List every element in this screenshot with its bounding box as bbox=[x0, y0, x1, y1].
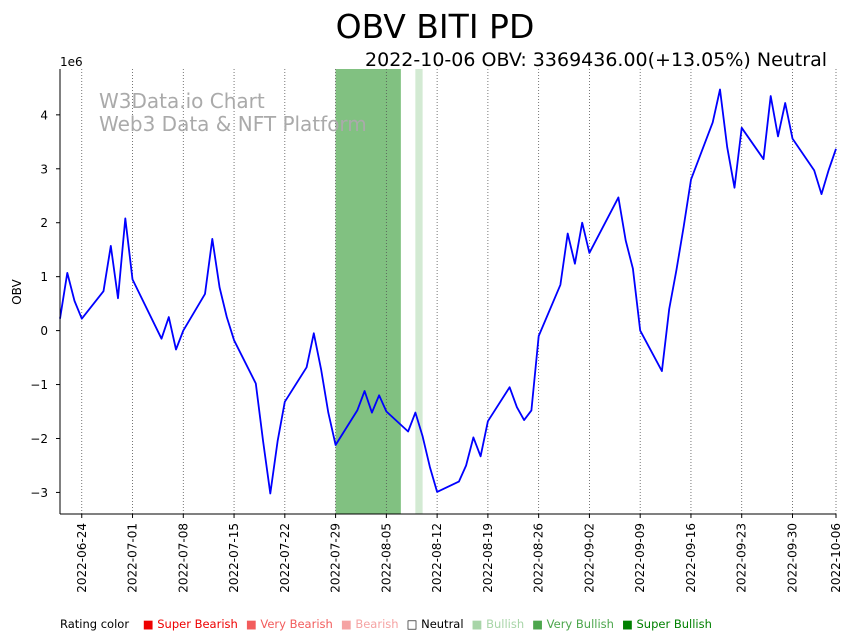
legend-label: Super Bearish bbox=[157, 617, 238, 631]
legend-label: Very Bearish bbox=[260, 617, 333, 631]
rating-region-1 bbox=[415, 69, 423, 514]
chart-title: OBV BITI PD bbox=[336, 7, 535, 46]
y-tick-label: −1 bbox=[30, 378, 48, 392]
x-tick-label: 2022-09-16 bbox=[684, 523, 698, 593]
x-tick-label: 2022-10-06 bbox=[829, 523, 843, 593]
y-tick-label: 3 bbox=[40, 162, 48, 176]
legend-swatch: ■ bbox=[471, 617, 487, 631]
y-tick-label: 2 bbox=[40, 216, 48, 230]
legend-item: □ Neutral bbox=[407, 617, 464, 631]
x-tick-label: 2022-09-02 bbox=[582, 523, 596, 593]
x-tick-label: 2022-07-15 bbox=[227, 523, 241, 593]
x-tick-label: 2022-08-19 bbox=[481, 523, 495, 593]
y-tick-label: −2 bbox=[30, 432, 48, 446]
legend-label: Bearish bbox=[355, 617, 399, 631]
rating-regions bbox=[335, 69, 423, 514]
legend-swatch: ■ bbox=[621, 617, 637, 631]
legend-label: Bullish bbox=[486, 617, 525, 631]
watermark-line-1: W3Data.io Chart bbox=[99, 89, 265, 113]
axes: 2022-06-24 2022-07-01 2022-07-08 2022-07-15… bbox=[30, 69, 843, 593]
y-tick-label: 1 bbox=[40, 270, 48, 284]
obv-line bbox=[59, 88, 837, 495]
watermark-line-2: Web3 Data & NFT Platform bbox=[99, 112, 367, 136]
rating-legend: Rating color ■ Super Bearish ■ Very Beari… bbox=[60, 617, 720, 631]
legend-label: Very Bullish bbox=[546, 617, 614, 631]
x-tick-label: 2022-09-30 bbox=[785, 523, 799, 593]
legend-swatch: ■ bbox=[142, 617, 158, 631]
legend-item: ■ Bearish bbox=[341, 617, 399, 631]
x-tick-label: 2022-06-24 bbox=[75, 523, 89, 593]
x-tick-label: 2022-09-09 bbox=[633, 523, 647, 593]
x-tick-label: 2022-07-08 bbox=[176, 523, 190, 593]
chart-subtitle: 2022-10-06 OBV: 3369436.00(+13.05%) Neut… bbox=[365, 49, 827, 71]
y-tick-label: 0 bbox=[40, 324, 48, 338]
x-tick-label: 2022-07-29 bbox=[329, 523, 343, 593]
legend-label: Super Bullish bbox=[636, 617, 712, 631]
legend-item: ■ Very Bearish bbox=[246, 617, 333, 631]
x-tick-label: 2022-08-12 bbox=[430, 523, 444, 593]
x-tick-label: 2022-08-26 bbox=[532, 523, 546, 593]
rating-region-0 bbox=[335, 69, 401, 514]
legend-swatch: □ bbox=[406, 617, 422, 631]
legend-swatch: ■ bbox=[532, 617, 547, 631]
legend-item: ■ Super Bullish bbox=[622, 617, 712, 631]
x-tick-label: 2022-07-22 bbox=[278, 523, 292, 593]
obv-series bbox=[59, 88, 837, 495]
legend-item: ■ Bullish bbox=[472, 617, 525, 631]
x-tick-label: 2022-07-01 bbox=[126, 523, 140, 593]
legend-title: Rating color bbox=[60, 617, 130, 631]
y-tick-label: 4 bbox=[40, 108, 48, 122]
legend-item: ■ Super Bearish bbox=[143, 617, 238, 631]
legend-swatch: ■ bbox=[245, 617, 261, 631]
y-tick-label: −3 bbox=[30, 486, 48, 500]
y-offset-text: 1e6 bbox=[60, 55, 83, 69]
y-axis-label: OBV bbox=[10, 278, 24, 304]
x-tick-label: 2022-09-23 bbox=[735, 523, 749, 593]
legend-item: ■ Very Bullish bbox=[532, 617, 614, 631]
x-tick-label: 2022-08-05 bbox=[379, 523, 393, 593]
legend-items: ■ Super Bearish ■ Very Bearish ■ Bearish □ … bbox=[143, 617, 720, 631]
legend-label: Neutral bbox=[421, 617, 464, 631]
x-grid bbox=[81, 69, 837, 514]
legend-swatch: ■ bbox=[340, 617, 356, 631]
